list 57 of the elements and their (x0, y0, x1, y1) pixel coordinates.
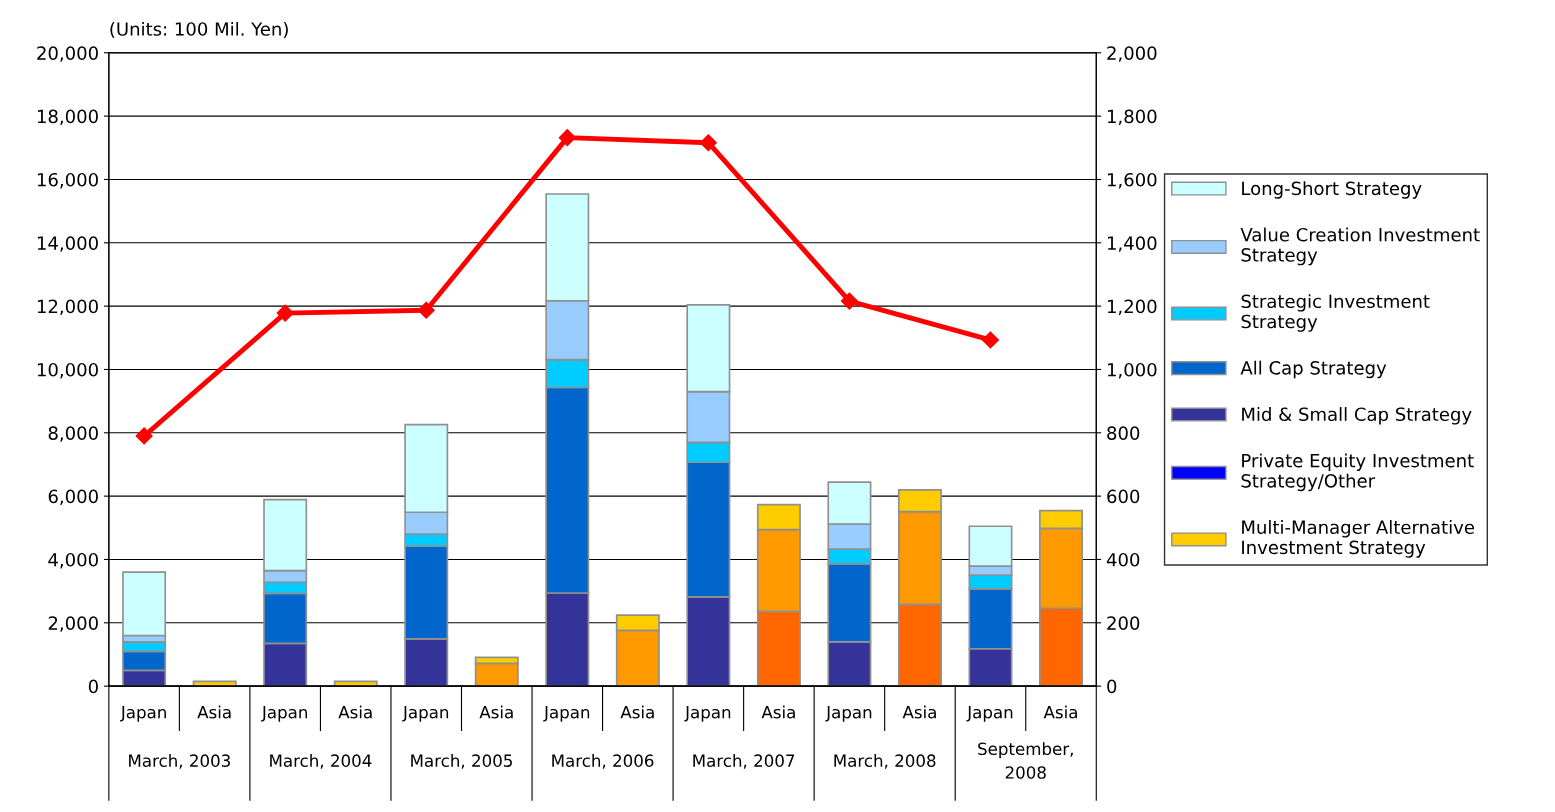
x-tick-label: Asia (338, 705, 372, 719)
x-tick-label: Japan (966, 706, 1013, 722)
y-tick-label: 16,000 (37, 172, 98, 189)
point (981, 331, 1000, 349)
text: March, 2003 (129, 754, 230, 769)
y-tick-label: 14,000 (37, 236, 98, 252)
y2-tick-label: 1,600 (1107, 172, 1157, 189)
y-tick-label: 0 (88, 679, 98, 694)
y2-tick-label: 1,200 (1107, 299, 1157, 316)
y2-tick-label: 200 (1107, 616, 1140, 630)
point (276, 304, 294, 322)
y2-tick-label: 600 (1107, 489, 1140, 504)
point (417, 301, 435, 319)
point (558, 129, 576, 147)
text: March, 2005 (411, 754, 512, 769)
x-tick-label: Japan (261, 706, 307, 722)
x-tick-label: Asia (1043, 705, 1077, 719)
legend-label: All Cap Strategy (1240, 360, 1387, 379)
text: (Units: 100 Mil. Yen) (110, 21, 288, 38)
text: September, 2008 (978, 742, 1073, 779)
point (135, 427, 153, 445)
point (840, 292, 858, 310)
y2-tick-label: 800 (1107, 426, 1140, 440)
x-tick-label: Japan (684, 706, 731, 722)
y-tick-label: 8,000 (48, 426, 98, 442)
text: March, 2008 (834, 754, 936, 769)
legend-label: Mid & Small Cap Strategy (1242, 407, 1472, 425)
y2-tick-label: 1,800 (1107, 109, 1157, 126)
x-tick-label: Japan (120, 706, 166, 722)
y-tick-label: 10,000 (37, 362, 98, 379)
x-tick-label: Asia (479, 705, 513, 719)
y2-tick-label: 400 (1106, 552, 1140, 567)
text: March, 2004 (270, 754, 372, 769)
y2-tick-label: 2,000 (1107, 46, 1157, 62)
y-tick-label: 18,000 (37, 109, 98, 126)
y-tick-label: 4,000 (48, 552, 98, 569)
legend-label: Value Creation Investment Strategy (1240, 227, 1480, 266)
text: March, 2006 (552, 754, 654, 769)
x-tick-label: Asia (761, 705, 795, 719)
legend-label: Long-Short Strategy (1242, 181, 1422, 199)
x-tick-label: Asia (197, 705, 231, 719)
legend-label: Private Equity Investment Strategy/Other (1241, 453, 1474, 492)
x-tick-label: Asia (902, 705, 936, 719)
x-tick-label: Japan (402, 706, 449, 722)
y2-tick-label: 1,000 (1107, 362, 1157, 379)
legend-label: Strategic Investment Strategy (1241, 294, 1430, 332)
y-tick-label: 12,000 (37, 299, 98, 316)
y-tick-label: 20,000 (37, 46, 98, 62)
y-tick-label: 6,000 (48, 489, 98, 506)
y2-tick-label: 1,400 (1107, 236, 1157, 252)
y-tick-label: 2,000 (48, 616, 98, 632)
y2-tick-label: 0 (1107, 679, 1117, 694)
x-tick-label: Japan (543, 706, 590, 722)
legend-label: Multi-Manager Alternative Investment Strategy (1242, 520, 1475, 558)
x-tick-label: Asia (620, 705, 654, 719)
text: March, 2007 (693, 754, 795, 769)
x-tick-label: Japan (825, 706, 872, 722)
